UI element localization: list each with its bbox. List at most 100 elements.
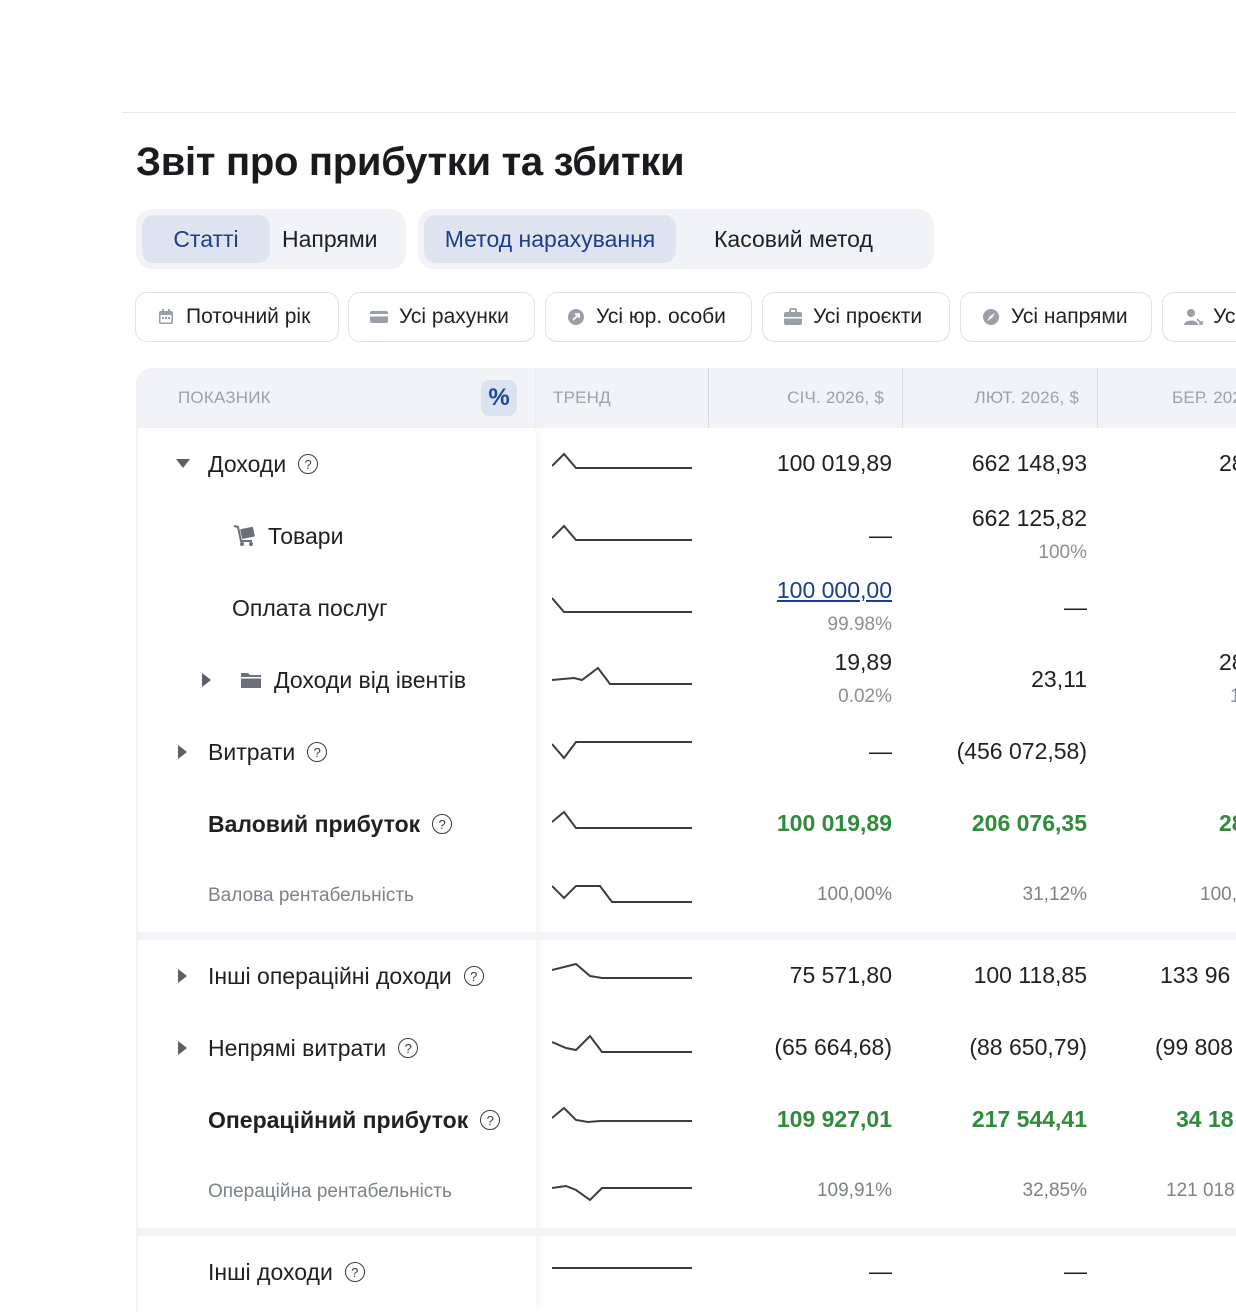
cell-feb: 100 118,85 [973,962,1087,988]
caret-right-icon[interactable] [202,644,212,716]
entity-icon [566,307,586,327]
header-divider-3 [902,368,903,428]
table-header: ПОКАЗНИК % ТРЕНД СІЧ. 2026, $ ЛЮТ. 2026,… [136,368,1236,428]
cell-feb: — [1064,1258,1087,1284]
filter-period[interactable]: Поточний рік [135,292,339,342]
tab-articles[interactable]: Статті [142,215,270,263]
cell-mar: 28 [1219,450,1236,476]
row-label: Інші доходи ? [208,1236,365,1308]
row-label-text: Інші операційні доходи [208,962,452,989]
trend-sparkline [552,524,692,541]
table-row-income[interactable]: Доходи ? 100 019,89 662 148,93 28 [136,428,1236,500]
row-label: Інші операційні доходи ? [208,940,484,1012]
briefcase-icon [783,307,803,327]
header-indicator: ПОКАЗНИК [178,388,271,407]
row-label-text: Доходи [208,450,287,477]
row-label: Доходи ? [208,428,319,500]
trend-sparkline [552,1034,692,1053]
row-label-text: Інші доходи [208,1258,333,1285]
table-row-indirect-expenses[interactable]: Непрямі витрати ? (65 664,68) (88 650,79… [136,1012,1236,1084]
cell-jan: (65 664,68) [774,1034,892,1060]
cell-jan: 109 927,01 [776,1106,892,1132]
caret-right-icon[interactable] [178,1012,188,1084]
row-label: Товари [232,500,343,572]
cell-mar: (99 808 [1155,1034,1234,1060]
tab-accrual-method[interactable]: Метод нарахування [424,215,676,263]
cell-feb: (456 072,58) [956,738,1087,764]
cell-jan-share: 99.98% [827,614,892,635]
caret-right-icon[interactable] [178,940,188,1012]
row-label-text: Валовий прибуток [208,810,421,837]
help-icon[interactable]: ? [480,1110,501,1130]
cell-jan-link[interactable]: 100 000,00 [776,577,892,603]
filter-bar: Поточний рік Усі рахунки Усі юр. особи У… [135,292,1236,342]
help-icon[interactable]: ? [344,1262,365,1282]
table-row-gross-profit[interactable]: Валовий прибуток ? 100 019,89 206 076,35… [136,788,1236,860]
cell-mar: 34 18 [1176,1106,1234,1132]
tab-cash-method[interactable]: Касовий метод [714,225,873,252]
row-label: Оплата послуг [232,594,388,621]
table-row-events[interactable]: Доходи від івентів 19,89 0.02% 23,11 28 … [136,644,1236,716]
row-label: Непрямі витрати ? [208,1012,419,1084]
filter-projects-label: Усі проєкти [813,305,923,328]
header-divider-1 [535,368,536,428]
header-jan[interactable]: СІЧ. 2026, $ [787,388,884,407]
method-toggle: Метод нарахування Касовий метод [418,209,934,269]
filter-accounts-label: Усі рахунки [399,305,509,328]
help-icon[interactable]: ? [307,742,328,762]
table-row-operating-profit[interactable]: Операційний прибуток ? 109 927,01 217 54… [136,1084,1236,1156]
help-icon[interactable]: ? [463,966,484,986]
row-label: Валовий прибуток ? [208,788,453,860]
filter-accounts[interactable]: Усі рахунки [348,292,535,342]
table-row-expenses[interactable]: Витрати ? — (456 072,58) [136,716,1236,788]
caret-right-icon[interactable] [178,716,188,788]
help-icon[interactable]: ? [298,454,319,474]
filter-projects[interactable]: Усі проєкти [762,292,950,342]
cell-mar: 121 018 [1166,1180,1235,1201]
cell-jan: 100,00% [816,884,892,905]
cell-mar: 133 96 [1160,962,1231,988]
table-row-goods[interactable]: Товари — 662 125,82 100% [136,500,1236,572]
cell-jan: — [869,522,892,548]
cell-mar-share: 1 [1230,686,1236,707]
pnl-table: ПОКАЗНИК % ТРЕНД СІЧ. 2026, $ ЛЮТ. 2026,… [136,368,1236,1312]
cell-feb: 662 125,82 [971,505,1087,531]
calendar-icon [156,307,176,327]
header-feb[interactable]: ЛЮТ. 2026, $ [974,388,1079,407]
cell-feb: — [1064,594,1087,620]
filter-period-label: Поточний рік [186,305,311,328]
percent-toggle-button[interactable]: % [481,380,517,416]
help-icon[interactable]: ? [398,1038,419,1058]
table-row-operating-margin[interactable]: Операційна рентабельність 109,91% 32,85%… [136,1156,1236,1228]
cell-mar: 28 [1219,810,1236,836]
cart-icon [232,524,258,548]
filter-directions[interactable]: Усі напрями [960,292,1152,342]
table-row-other-op-income[interactable]: Інші операційні доходи ? 75 571,80 100 1… [136,940,1236,1012]
cell-feb: 217 544,41 [971,1106,1087,1132]
header-mar[interactable]: БЕР. 202 [1172,388,1236,407]
table-row-services[interactable]: Оплата послуг 100 000,00 99.98% — [136,572,1236,644]
row-label-text: Товари [268,522,344,549]
section-divider [136,932,1236,940]
cell-jan: 100 019,89 [776,810,892,836]
cell-feb-share: 100% [1038,542,1087,563]
help-icon[interactable]: ? [432,814,453,834]
cell-jan: — [869,738,892,764]
caret-down-icon[interactable] [176,428,190,500]
table-row-other-income[interactable]: Інші доходи ? — — [136,1236,1236,1308]
filter-counterparties-label: Ус [1213,305,1236,328]
row-label: Валова рентабельність [208,885,414,906]
cell-jan: — [869,1258,892,1284]
folder-icon [238,668,264,692]
cell-feb: 31,12% [1022,884,1087,905]
table-row-gross-margin[interactable]: Валова рентабельність 100,00% 31,12% 100… [136,860,1236,932]
header-divider-2 [708,368,709,428]
filter-legal-entities[interactable]: Усі юр. особи [545,292,752,342]
user-icon [1183,307,1203,327]
header-trend: ТРЕНД [553,388,611,407]
tab-directions[interactable]: Напрями [282,225,378,252]
trend-sparkline [552,885,692,903]
cell-mar: 28 [1219,649,1236,675]
filter-directions-label: Усі напрями [1011,305,1128,328]
filter-counterparties[interactable]: Ус [1162,292,1236,342]
